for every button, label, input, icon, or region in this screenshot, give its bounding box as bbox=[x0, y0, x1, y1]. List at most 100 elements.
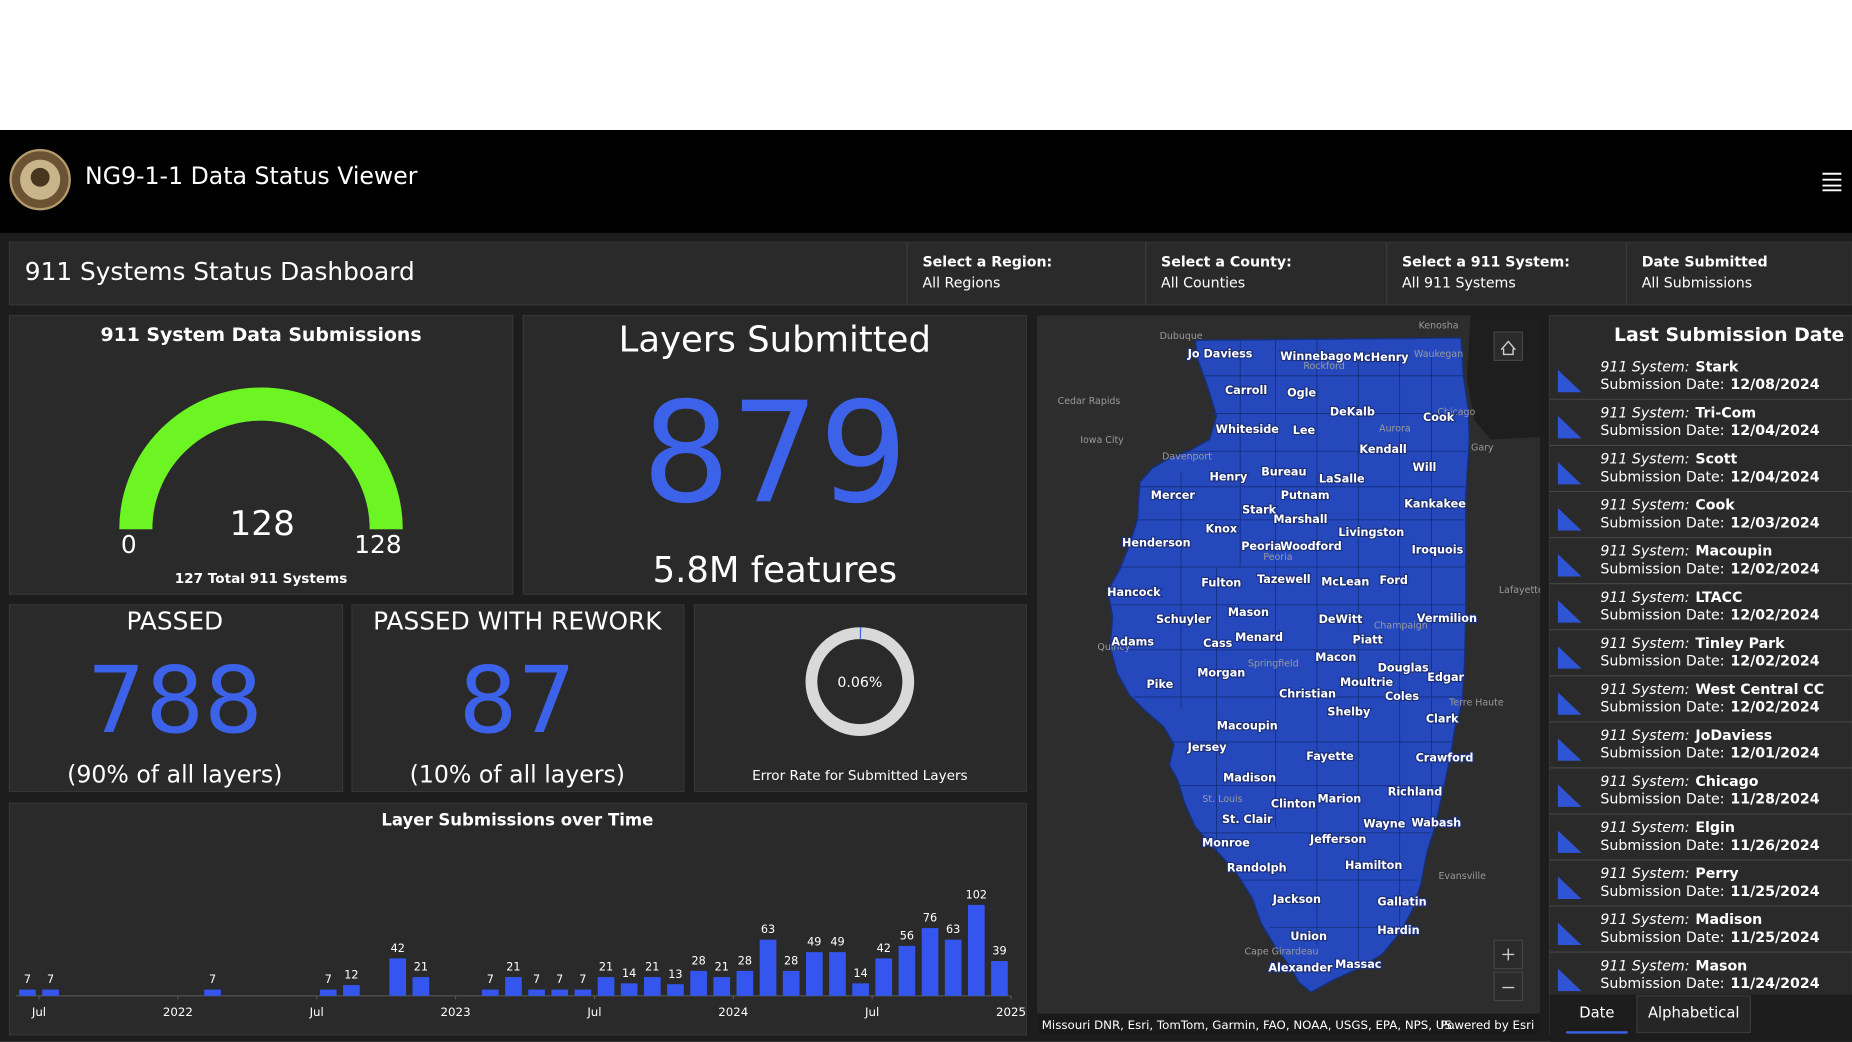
county-label[interactable]: Marshall bbox=[1272, 512, 1329, 527]
county-label[interactable]: McHenry bbox=[1352, 350, 1411, 365]
county-label[interactable]: Hamilton bbox=[1344, 858, 1404, 873]
county-label[interactable]: Edgar bbox=[1426, 670, 1466, 685]
bar bbox=[204, 989, 221, 996]
county-label[interactable]: Jersey bbox=[1185, 740, 1228, 755]
county-label[interactable]: Lee bbox=[1292, 423, 1317, 438]
county-label[interactable]: Pike bbox=[1145, 677, 1175, 692]
submission-row[interactable]: 911 System: West Central CC Submission Dat… bbox=[1549, 682, 1852, 723]
county-label[interactable]: Randolph bbox=[1226, 860, 1288, 875]
county-label[interactable]: Fayette bbox=[1305, 749, 1355, 764]
county-label[interactable]: McLean bbox=[1320, 574, 1371, 589]
row-system: 911 System: Macoupin bbox=[1600, 544, 1772, 560]
county-label[interactable]: DeKalb bbox=[1329, 404, 1376, 419]
county-label[interactable]: Hancock bbox=[1106, 585, 1162, 600]
date-label: Submission Date: bbox=[1600, 930, 1724, 946]
map[interactable]: Kenosha Dubuque Waukegan Rockford Cedar Rapi… bbox=[1037, 315, 1544, 1035]
home-button[interactable] bbox=[1493, 331, 1524, 361]
county-label[interactable]: Bureau bbox=[1260, 464, 1308, 479]
county-label[interactable]: Peoria bbox=[1240, 539, 1283, 554]
county-label[interactable]: Woodford bbox=[1279, 539, 1343, 554]
bar bbox=[481, 989, 499, 996]
county-label[interactable]: Stark bbox=[1241, 502, 1278, 517]
county-label[interactable]: Madison bbox=[1222, 770, 1277, 785]
county-label[interactable]: Cass bbox=[1202, 636, 1234, 651]
county-label[interactable]: Jackson bbox=[1271, 892, 1323, 907]
submission-row[interactable]: 911 System: Chicago Submission Date: 11/28/… bbox=[1549, 774, 1852, 815]
county-label[interactable]: Kankakee bbox=[1403, 496, 1467, 511]
filter-dropdown[interactable]: Date Submitted All Submissions bbox=[1625, 242, 1768, 305]
county-label[interactable]: Livingston bbox=[1337, 525, 1405, 540]
filter-dropdown[interactable]: Select a 911 System: All 911 Systems bbox=[1386, 242, 1570, 305]
county-label[interactable]: Tazewell bbox=[1256, 572, 1312, 587]
county-label[interactable]: Massac bbox=[1334, 957, 1383, 972]
submission-row[interactable]: 911 System: JoDaviess Submission Date: 12/0… bbox=[1549, 728, 1852, 769]
submission-row[interactable]: 911 System: Mason Submission Date: 11/24/20… bbox=[1549, 958, 1852, 999]
county-label[interactable]: Richland bbox=[1387, 784, 1444, 799]
county-label[interactable]: Moultrie bbox=[1339, 675, 1395, 690]
county-label[interactable]: Ford bbox=[1378, 573, 1409, 588]
county-label[interactable]: Morgan bbox=[1196, 665, 1246, 680]
tab[interactable]: Date bbox=[1566, 995, 1628, 1034]
county-label[interactable]: Winnebago bbox=[1279, 349, 1353, 364]
county-label[interactable]: Macon bbox=[1314, 650, 1357, 665]
filter-label: Select a Region: bbox=[922, 254, 1052, 270]
county-label[interactable]: Whiteside bbox=[1214, 422, 1280, 437]
county-label[interactable]: Putnam bbox=[1280, 488, 1331, 503]
county-label[interactable]: Monroe bbox=[1201, 835, 1251, 850]
submission-row[interactable]: 911 System: Madison Submission Date: 11/25/… bbox=[1549, 912, 1852, 953]
county-label[interactable]: Vermilion bbox=[1416, 611, 1479, 626]
county-label[interactable]: Kendall bbox=[1358, 442, 1408, 457]
county-label[interactable]: Piatt bbox=[1351, 632, 1384, 647]
county-label[interactable]: Clinton bbox=[1270, 796, 1317, 811]
tab[interactable]: Alphabetical bbox=[1636, 995, 1752, 1034]
county-label[interactable]: Macoupin bbox=[1216, 718, 1279, 733]
county-label[interactable]: Wabash bbox=[1410, 815, 1462, 830]
county-label[interactable]: Carroll bbox=[1224, 383, 1269, 398]
county-label[interactable]: Hardin bbox=[1376, 923, 1421, 938]
city-label: Davenport bbox=[1162, 452, 1212, 463]
county-label[interactable]: Henry bbox=[1208, 469, 1249, 484]
zoom-out-button[interactable] bbox=[1493, 971, 1524, 1002]
county-label[interactable]: Crawford bbox=[1414, 750, 1474, 765]
zoom-in-button[interactable] bbox=[1493, 939, 1524, 970]
county-label[interactable]: Shelby bbox=[1326, 704, 1372, 719]
county-label[interactable]: Clark bbox=[1425, 711, 1461, 726]
submission-row[interactable]: 911 System: Stark Submission Date: 12/08/20… bbox=[1549, 359, 1852, 400]
county-label[interactable]: Jefferson bbox=[1308, 832, 1368, 847]
county-label[interactable]: Alexander bbox=[1267, 960, 1334, 975]
filter-dropdown[interactable]: Select a Region: All Regions bbox=[906, 242, 1052, 305]
county-label[interactable]: Schuyler bbox=[1155, 612, 1213, 627]
date-label: Submission Date: bbox=[1600, 377, 1724, 393]
county-label[interactable]: Jo Daviess bbox=[1186, 346, 1254, 361]
submission-row[interactable]: 911 System: Tinley Park Submission Date: 12… bbox=[1549, 636, 1852, 677]
county-label[interactable]: Ogle bbox=[1286, 385, 1318, 400]
county-label[interactable]: Gallatin bbox=[1376, 894, 1428, 909]
county-label[interactable]: Mason bbox=[1227, 605, 1270, 620]
county-label[interactable]: Wayne bbox=[1362, 816, 1407, 831]
county-label[interactable]: LaSalle bbox=[1318, 471, 1366, 486]
county-label[interactable]: Iroquois bbox=[1410, 542, 1464, 557]
county-label[interactable]: Christian bbox=[1278, 686, 1337, 701]
county-label[interactable]: Menard bbox=[1234, 630, 1284, 645]
county-label[interactable]: Marion bbox=[1316, 792, 1362, 807]
county-label[interactable]: Will bbox=[1411, 460, 1437, 475]
county-label[interactable]: Mercer bbox=[1150, 488, 1197, 503]
county-label[interactable]: Coles bbox=[1384, 689, 1421, 704]
county-label[interactable]: Union bbox=[1289, 929, 1328, 944]
county-label[interactable]: St. Clair bbox=[1221, 812, 1274, 827]
county-label[interactable]: DeWitt bbox=[1317, 612, 1364, 627]
county-label[interactable]: Cook bbox=[1422, 410, 1456, 425]
county-label[interactable]: Adams bbox=[1110, 634, 1155, 649]
county-label[interactable]: Knox bbox=[1204, 521, 1239, 536]
county-label[interactable]: Fulton bbox=[1200, 575, 1242, 590]
county-label[interactable]: Douglas bbox=[1376, 660, 1430, 675]
county-label[interactable]: Henderson bbox=[1121, 535, 1192, 550]
filter-dropdown[interactable]: Select a County: All Counties bbox=[1145, 242, 1292, 305]
menu-button[interactable] bbox=[1822, 172, 1842, 192]
submission-row[interactable]: 911 System: Perry Submission Date: 11/25/20… bbox=[1549, 866, 1852, 907]
